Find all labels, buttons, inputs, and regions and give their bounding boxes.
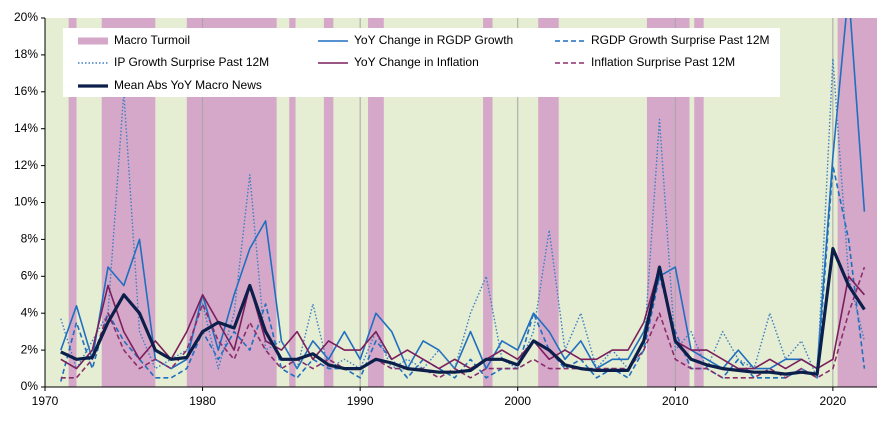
turmoil-band [837, 18, 877, 387]
series-line [60, 266, 866, 370]
x-tick-label: 1970 [32, 394, 59, 408]
y-tick-label: 20% [14, 10, 38, 24]
turmoil-band [323, 18, 334, 387]
y-tick-label: 6% [21, 268, 39, 282]
legend-box [63, 28, 780, 97]
legend-label: Mean Abs YoY Macro News [114, 78, 262, 92]
legend-label: YoY Change in RGDP Growth [354, 33, 513, 47]
y-tick-label: 14% [14, 121, 38, 135]
y-tick-label: 8% [21, 232, 39, 246]
turmoil-band [289, 18, 296, 387]
y-tick-label: 16% [14, 84, 38, 98]
x-tick-label: 2020 [820, 394, 847, 408]
legend-label: Inflation Surprise Past 12M [591, 55, 735, 69]
y-tick-label: 0% [21, 379, 39, 393]
turmoil-band [694, 18, 704, 387]
axes: 1970 1980 1990 2000 2010 2020 0% 2% 4% 6% 8% 10% 12%… [14, 10, 877, 408]
x-tick-label: 2010 [662, 394, 689, 408]
legend-label: RGDP Growth Surprise Past 12M [591, 33, 770, 47]
x-tick-label: 2000 [504, 394, 531, 408]
turmoil-band [368, 18, 384, 387]
series-line [60, 247, 866, 376]
legend-label: IP Growth Surprise Past 12M [114, 55, 269, 69]
series-line [60, 266, 866, 379]
series-line [60, 57, 866, 379]
x-tick-label: 1980 [189, 394, 216, 408]
legend-label: YoY Change in Inflation [354, 55, 479, 69]
turmoil-band [483, 18, 493, 387]
y-tick-label: 18% [14, 47, 38, 61]
legend-label: Macro Turmoil [114, 33, 190, 47]
y-tick-label: 10% [14, 195, 38, 209]
y-tick-label: 2% [21, 342, 39, 356]
y-tick-label: 12% [14, 158, 38, 172]
turmoil-band [538, 18, 559, 387]
legend: Macro Turmoil YoY Change in RGDP Growth RG… [63, 28, 780, 97]
x-tick-label: 1990 [347, 394, 374, 408]
y-tick-label: 4% [21, 305, 39, 319]
turmoil-band [68, 18, 77, 387]
